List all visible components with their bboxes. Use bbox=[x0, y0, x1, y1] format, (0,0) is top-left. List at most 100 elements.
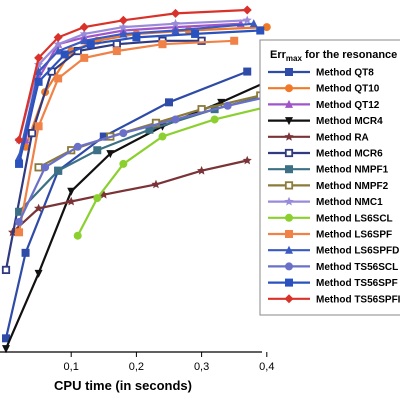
data-point bbox=[249, 19, 258, 28]
data-point bbox=[86, 40, 95, 49]
data-point bbox=[2, 345, 10, 354]
legend-label: Method MCR6 bbox=[316, 149, 383, 160]
legend-marker bbox=[285, 245, 293, 254]
data-point bbox=[80, 53, 89, 62]
series-line bbox=[76, 101, 287, 237]
series-11 bbox=[15, 36, 239, 237]
legend-marker bbox=[285, 117, 293, 126]
data-point bbox=[171, 26, 180, 35]
series-15 bbox=[14, 5, 252, 145]
data-point bbox=[256, 26, 265, 35]
legend-label: Method LS6SCL bbox=[316, 213, 393, 224]
x-tick-label: 0,4 bbox=[259, 361, 274, 373]
legend-item: Method QT8 bbox=[268, 68, 374, 79]
legend-item: Method TS56SCL bbox=[268, 262, 398, 273]
legend: Errmax for the resonance Method QT8 Metho… bbox=[259, 39, 400, 316]
data-point bbox=[73, 142, 82, 151]
data-point bbox=[118, 15, 128, 25]
legend-marker bbox=[285, 99, 293, 108]
legend-item: Method TS56SPF bbox=[268, 278, 398, 289]
data-point bbox=[145, 125, 154, 134]
series-14 bbox=[15, 26, 265, 168]
legend-item: Method NMPF2 bbox=[268, 181, 389, 192]
legend-item: Method QT10 bbox=[268, 84, 380, 95]
data-point bbox=[112, 47, 121, 56]
series-5 bbox=[8, 155, 252, 237]
data-point bbox=[53, 32, 63, 42]
data-point bbox=[2, 334, 10, 343]
legend-marker bbox=[285, 262, 293, 271]
series-line bbox=[4, 70, 248, 339]
legend-marker bbox=[285, 278, 293, 287]
legend-box bbox=[259, 39, 400, 316]
series-12 bbox=[15, 19, 258, 161]
legend-item: Method LS6SCL bbox=[268, 213, 393, 224]
x-axis-label: CPU time (in seconds) bbox=[54, 378, 192, 393]
data-point bbox=[217, 98, 226, 107]
legend-title-main: Err bbox=[270, 49, 287, 61]
data-point bbox=[158, 40, 167, 49]
data-point bbox=[14, 135, 24, 145]
data-point bbox=[41, 163, 50, 172]
legend-item: Method LS6SPFD bbox=[268, 245, 399, 257]
legend-label: Method NMPF1 bbox=[316, 165, 389, 176]
legend-marker bbox=[285, 165, 293, 174]
data-point bbox=[93, 146, 102, 155]
data-point bbox=[34, 163, 43, 172]
data-point bbox=[34, 67, 43, 76]
legend-label: Method QT10 bbox=[316, 84, 380, 95]
data-point bbox=[34, 269, 43, 278]
data-point bbox=[15, 218, 24, 227]
legend-marker bbox=[284, 132, 294, 141]
legend-marker bbox=[284, 196, 294, 206]
legend-marker bbox=[284, 181, 294, 190]
data-point bbox=[21, 248, 30, 257]
data-point bbox=[34, 122, 43, 131]
legend-label: Method NMC1 bbox=[316, 197, 383, 208]
data-point bbox=[262, 23, 271, 32]
data-point bbox=[132, 33, 141, 42]
legend-title-rest: for the resonance bbox=[302, 49, 397, 61]
data-point bbox=[54, 166, 63, 175]
legend-item: Method TS56SPFI bbox=[268, 294, 400, 305]
data-point bbox=[242, 15, 252, 25]
legend-label: Method TS56SPF bbox=[316, 278, 398, 289]
data-point bbox=[118, 22, 128, 31]
data-point bbox=[158, 132, 167, 141]
data-point bbox=[119, 159, 128, 168]
legend-label: Method RA bbox=[316, 132, 369, 143]
data-point bbox=[67, 187, 76, 196]
legend-marker bbox=[284, 148, 294, 158]
data-point bbox=[27, 129, 37, 138]
data-point bbox=[15, 207, 24, 216]
x-tick-labels: 0,1 0,2 0,3 0,4 bbox=[64, 352, 274, 373]
legend-label: Method MCR4 bbox=[316, 116, 383, 127]
data-point bbox=[112, 40, 121, 49]
x-tick-label: 0,3 bbox=[194, 361, 209, 373]
data-point bbox=[165, 98, 173, 107]
data-point bbox=[197, 165, 207, 175]
legend-item: Method LS6SPF bbox=[268, 230, 392, 241]
data-point bbox=[151, 179, 161, 189]
data-point bbox=[171, 115, 180, 124]
legend-item: Method MCR4 bbox=[268, 116, 383, 127]
data-point bbox=[60, 50, 69, 59]
data-point bbox=[54, 46, 63, 55]
data-point bbox=[191, 29, 200, 38]
data-point bbox=[79, 29, 89, 38]
legend-label: Method TS56SCL bbox=[316, 262, 398, 273]
legend-marker bbox=[285, 68, 293, 76]
data-point bbox=[171, 18, 181, 28]
data-point bbox=[93, 194, 102, 203]
data-point bbox=[15, 228, 24, 237]
legend-title-sub: max bbox=[286, 54, 303, 63]
data-point bbox=[119, 29, 128, 38]
data-point bbox=[119, 129, 128, 138]
legend-marker bbox=[285, 84, 293, 93]
legend-label: Method LS6SPF bbox=[316, 230, 392, 241]
data-point bbox=[34, 203, 44, 213]
data-point bbox=[73, 231, 82, 240]
data-point bbox=[230, 36, 239, 45]
x-tick-label: 0,2 bbox=[129, 361, 144, 373]
